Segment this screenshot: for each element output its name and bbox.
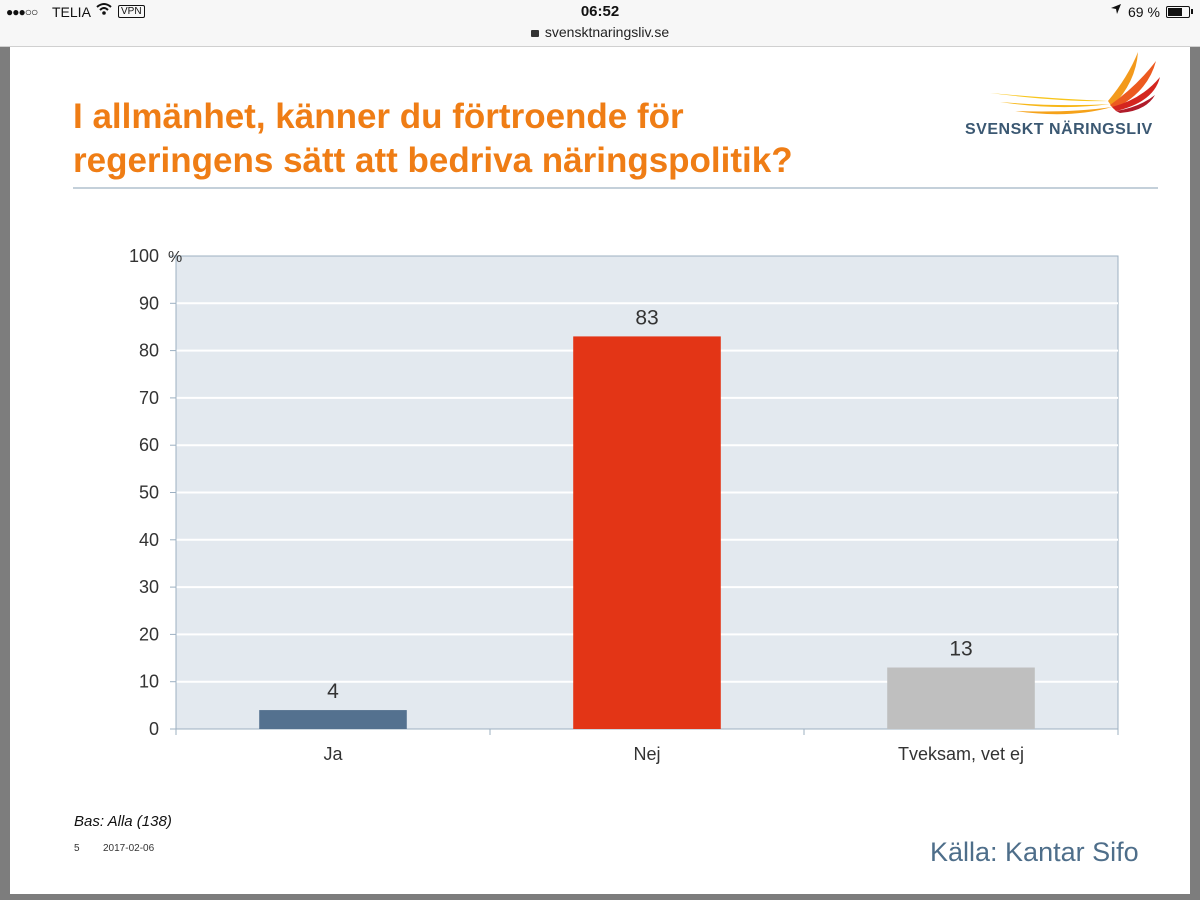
category-label: Nej: [633, 744, 660, 764]
bar-value-label: 83: [635, 306, 658, 329]
source-note: Källa: Kantar Sifo: [930, 837, 1139, 867]
category-label: Tveksam, vet ej: [898, 744, 1024, 764]
bar-chart: 0 10 20 30 40 50 60 70 80 90 100 % 4 Ja 83 Nej 13 Tveksam…: [129, 246, 1119, 764]
y-tick-label: 70: [139, 388, 159, 408]
y-axis-unit: %: [168, 249, 182, 266]
lock-icon: [530, 30, 539, 37]
page-number: 5: [74, 843, 80, 854]
vpn-badge: VPN: [118, 5, 145, 18]
category-label: Ja: [323, 744, 343, 764]
slide-date: 2017-02-06: [103, 843, 155, 854]
battery-percent: 69 %: [1128, 4, 1160, 20]
y-tick-label: 10: [139, 672, 159, 692]
bar-tveksam-vet-ej: [887, 667, 1035, 729]
slide-title: I allmänhet, känner du förtroende för re…: [73, 95, 933, 183]
y-tick-label: 80: [139, 341, 159, 361]
location-arrow-icon: [1111, 4, 1121, 14]
y-tick-label: 20: [139, 624, 159, 644]
bar-nej: [573, 336, 721, 729]
battery-fill: [1168, 8, 1182, 16]
svenskt-naringsliv-logo-icon: [990, 52, 1160, 115]
wifi-icon: [96, 3, 112, 15]
status-bar: ●●●○○ TELIA VPN 06:52 svensktnaringsliv.…: [0, 0, 1200, 47]
y-tick-label: 90: [139, 293, 159, 313]
y-tick-label: 40: [139, 530, 159, 550]
address-bar[interactable]: svensktnaringsliv.se: [0, 24, 1200, 40]
slide-title-line-2: regeringens sätt att bedriva näringspoli…: [73, 141, 793, 180]
slide: I allmänhet, känner du förtroende för re…: [10, 47, 1190, 894]
signal-strength-icon: ●●●○○: [6, 5, 38, 19]
battery-icon: [1166, 6, 1190, 18]
y-tick-label: 50: [139, 483, 159, 503]
bar-ja: [259, 710, 407, 729]
base-note: Bas: Alla (138): [74, 813, 172, 830]
logo-text: SVENSKT NÄRINGSLIV: [965, 121, 1153, 138]
bar-value-label: 4: [327, 680, 339, 703]
url-text: svensktnaringsliv.se: [544, 24, 670, 40]
slide-title-line-1: I allmänhet, känner du förtroende för: [73, 97, 684, 136]
clock: 06:52: [580, 3, 620, 20]
y-tick-label: 0: [149, 719, 159, 739]
y-tick-label: 100: [129, 246, 159, 266]
bar-value-label: 13: [949, 638, 972, 661]
battery-tip: [1191, 9, 1193, 14]
y-tick-label: 30: [139, 577, 159, 597]
y-tick-label: 60: [139, 435, 159, 455]
title-divider: [73, 187, 1158, 189]
carrier-name: TELIA: [52, 4, 91, 20]
